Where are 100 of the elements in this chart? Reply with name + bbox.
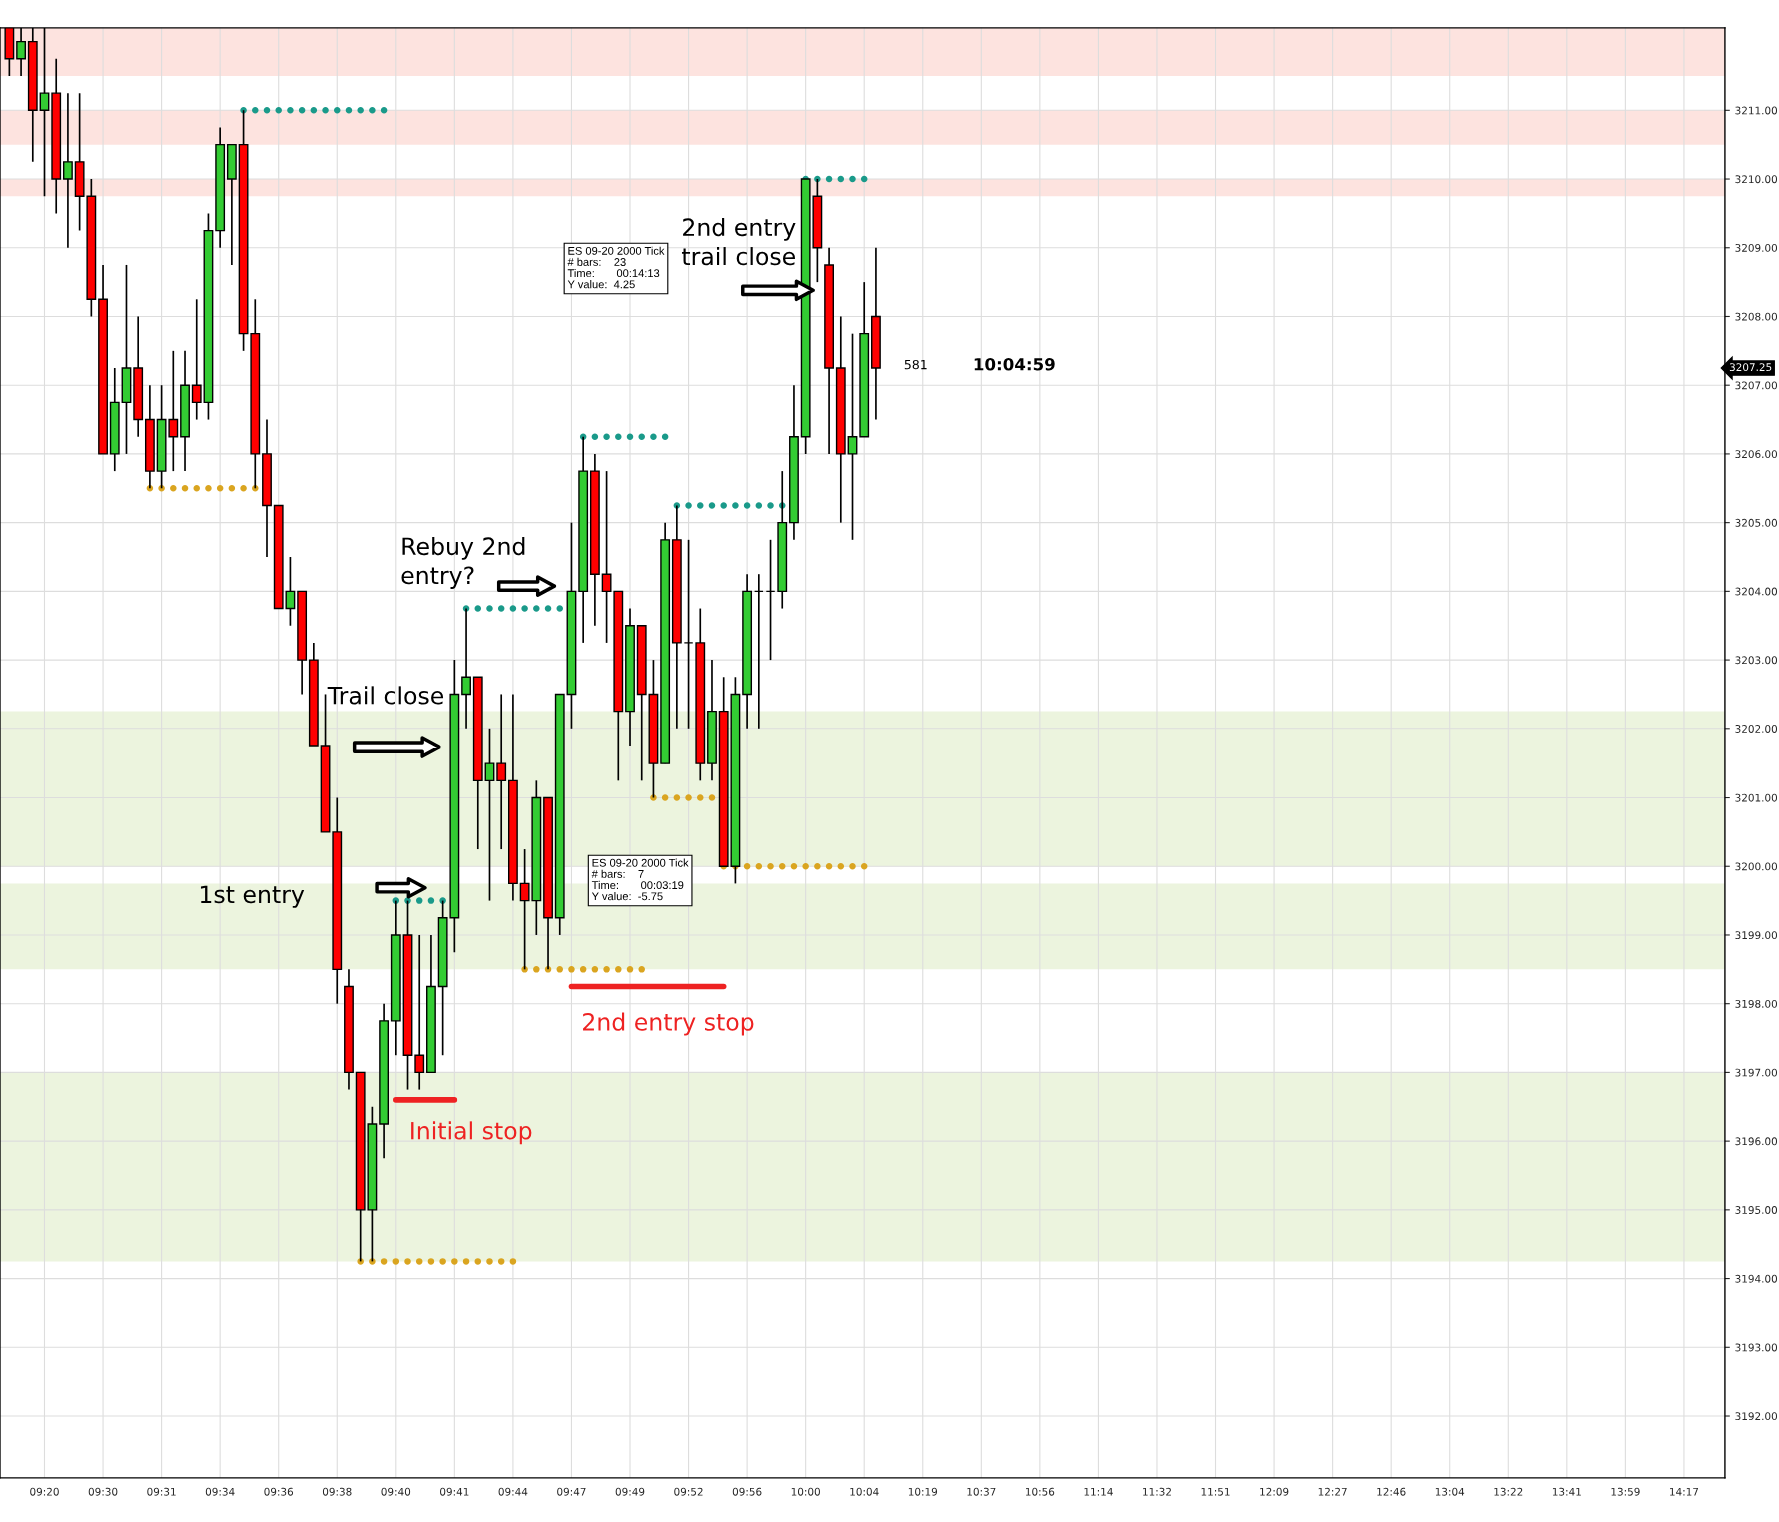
- point: [486, 1258, 493, 1265]
- point: [767, 502, 774, 509]
- annotation: 581: [904, 359, 927, 370]
- annotation: Rebuy 2nd entry?: [401, 536, 525, 589]
- point: [673, 794, 681, 801]
- annotation: 10:04:59: [974, 357, 1055, 371]
- point: [415, 897, 423, 904]
- x-tick-label: 10:04: [850, 1487, 879, 1496]
- x-tick-label: 12:27: [1318, 1487, 1347, 1496]
- point: [228, 485, 236, 492]
- point: [345, 107, 353, 114]
- point: [263, 107, 271, 114]
- annotation: 2nd entry stop: [583, 1012, 754, 1036]
- y-tick-label: 3197.00: [1735, 1068, 1778, 1077]
- point: [755, 502, 763, 509]
- y-tick-label: 3195.00: [1735, 1206, 1778, 1214]
- y-tick-label: 3210.00: [1735, 175, 1778, 184]
- x-tick-label: 09:34: [205, 1487, 235, 1496]
- point: [638, 433, 645, 440]
- point: [685, 794, 692, 801]
- x-tick-label: 09:38: [322, 1487, 352, 1496]
- point: [708, 502, 716, 509]
- y-tick-label: 3208.00: [1735, 312, 1778, 321]
- y-tick-label: 3205.00: [1735, 518, 1778, 527]
- y-tick-label: 3196.00: [1735, 1137, 1778, 1146]
- point: [521, 966, 528, 973]
- y-tick-label: 3193.00: [1735, 1343, 1778, 1352]
- candlestick: [484, 727, 495, 902]
- point: [697, 794, 704, 801]
- x-tick-label: 09:31: [147, 1487, 176, 1496]
- point: [638, 966, 645, 973]
- point: [369, 107, 376, 114]
- y-tick-label: 3198.00: [1735, 999, 1778, 1008]
- x-tick-label: 13:22: [1494, 1487, 1523, 1496]
- point: [661, 433, 669, 440]
- point: [568, 966, 575, 973]
- annotation: 2nd entry trail close: [681, 217, 796, 266]
- point: [439, 1258, 446, 1265]
- x-tick-label: 11:14: [1084, 1487, 1113, 1496]
- x-tick-label: 10:19: [908, 1487, 938, 1496]
- point: [755, 862, 763, 870]
- x-tick-label: 11:51: [1201, 1487, 1230, 1496]
- point: [310, 107, 318, 114]
- point: [650, 433, 657, 440]
- point: [181, 485, 189, 492]
- x-tick-label: 09:52: [674, 1487, 703, 1496]
- y-tick-label: 3199.00: [1735, 931, 1778, 940]
- y-tick-label: 3211.00: [1735, 106, 1778, 115]
- point: [392, 1258, 400, 1265]
- point: [802, 862, 809, 870]
- point: [860, 862, 868, 870]
- y-tick-label: 3209.00: [1735, 243, 1778, 252]
- point: [685, 502, 692, 509]
- y-tick-label: 3194.00: [1735, 1274, 1778, 1283]
- point: [158, 485, 165, 492]
- point: [439, 897, 446, 904]
- x-tick-label: 14:17: [1670, 1487, 1699, 1496]
- point: [474, 1258, 482, 1265]
- y-tick-label: 3192.00: [1735, 1412, 1778, 1421]
- point: [661, 794, 669, 801]
- point: [743, 502, 751, 509]
- x-tick-label: 09:47: [557, 1487, 586, 1496]
- point: [556, 966, 564, 973]
- point: [708, 794, 716, 801]
- point: [732, 502, 739, 509]
- candlestick: [191, 298, 202, 421]
- point: [533, 605, 540, 612]
- y-tick-label: 3201.00: [1735, 793, 1778, 802]
- point: [778, 862, 786, 870]
- point: [451, 1258, 458, 1265]
- x-tick-label: 13:41: [1552, 1487, 1581, 1496]
- point: [497, 1258, 505, 1265]
- point: [486, 605, 493, 612]
- point: [591, 966, 599, 973]
- x-tick-label: 10:00: [791, 1487, 820, 1496]
- x-tick-label: 09:44: [498, 1487, 528, 1496]
- text: 3207.25: [1729, 363, 1772, 372]
- x-tick-label: 13:04: [1435, 1487, 1465, 1496]
- candlestick: [285, 556, 296, 627]
- annotation: 1st entry: [200, 885, 305, 908]
- point: [556, 605, 564, 612]
- point: [497, 605, 505, 612]
- point: [790, 862, 798, 870]
- x-tick-label: 11:32: [1143, 1487, 1171, 1496]
- point: [849, 175, 856, 183]
- x-tick-label: 09:36: [264, 1487, 294, 1496]
- annotation: Trail close: [327, 686, 444, 705]
- point: [626, 433, 634, 440]
- point: [626, 966, 634, 973]
- x-tick-label: 12:09: [1260, 1487, 1289, 1496]
- point: [357, 107, 364, 114]
- y-tick-label: 3206.00: [1735, 450, 1778, 459]
- point: [275, 107, 282, 114]
- candlestick: [847, 332, 858, 541]
- point: [697, 502, 704, 509]
- x-tick-label: 09:30: [88, 1487, 118, 1496]
- point: [427, 897, 435, 904]
- point: [521, 605, 528, 612]
- point: [720, 502, 727, 509]
- point: [252, 107, 259, 114]
